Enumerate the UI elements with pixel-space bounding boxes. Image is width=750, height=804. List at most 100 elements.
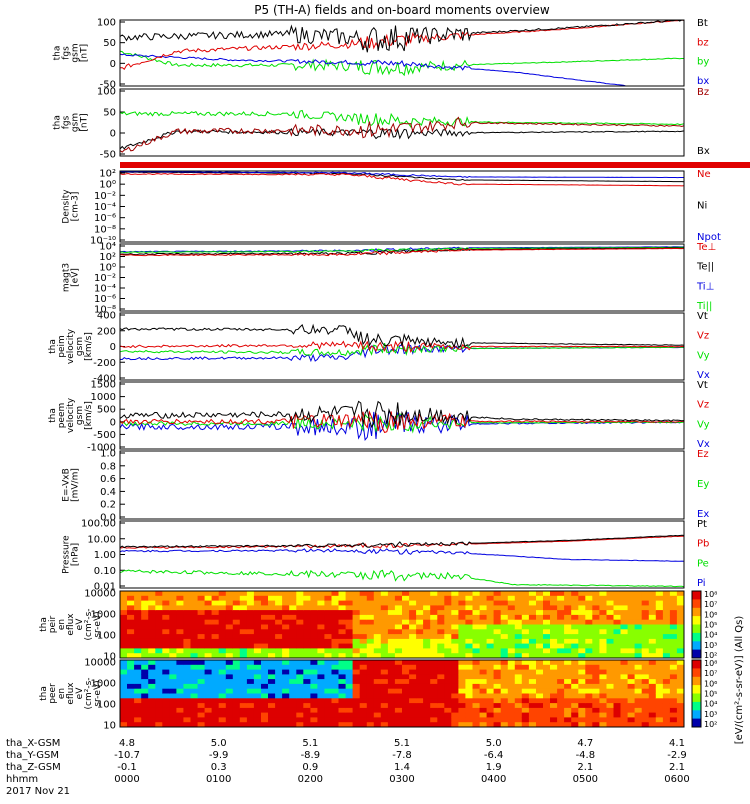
x-tick-label: -10.7 [114, 750, 140, 761]
spectrogram-cell [649, 591, 657, 596]
spectrogram-cell [592, 625, 600, 630]
spectrogram-cell [332, 665, 340, 670]
spectrogram-cell [261, 665, 269, 670]
spectrogram-cell [261, 708, 269, 713]
spectrogram-cell [374, 610, 382, 615]
colorbar-tick-label: 10⁶ [704, 679, 717, 688]
spectrogram-cell [183, 610, 191, 615]
spectrogram-cell [275, 679, 283, 684]
spectrogram-cell [430, 679, 438, 684]
spectrogram-cell [353, 625, 361, 630]
spectrogram-cell [564, 634, 572, 639]
spectrogram-cell [374, 698, 382, 703]
spectrogram-cell [557, 717, 565, 722]
spectrogram-cell [571, 694, 579, 699]
spectrogram-cell [458, 634, 466, 639]
spectrogram-cell [402, 644, 410, 649]
spectrogram-cell [332, 674, 340, 679]
spectrogram-cell [487, 689, 495, 694]
spectrogram-cell [212, 615, 220, 620]
spectrogram-cell [198, 596, 206, 601]
spectrogram-cell [614, 615, 622, 620]
x-tick-label: -2.9 [667, 750, 687, 761]
spectrogram-cell [402, 698, 410, 703]
y-tick-label: 100 [97, 700, 116, 711]
spectrogram-cell [353, 674, 361, 679]
spectrogram-cell [282, 629, 290, 634]
spectrogram-cell [289, 639, 297, 644]
spectrogram-cell [578, 591, 586, 596]
spectrogram-cell [416, 639, 424, 644]
spectrogram-cell [494, 615, 502, 620]
spectrogram-cell [303, 698, 311, 703]
colorbar-segment [692, 591, 701, 600]
spectrogram-cell [437, 620, 445, 625]
spectrogram-cell [268, 665, 276, 670]
spectrogram-cell [148, 596, 156, 601]
spectrogram-cell [571, 660, 579, 665]
spectrogram-cell [409, 605, 417, 610]
spectrogram-cell [501, 596, 509, 601]
spectrogram-cell [317, 648, 325, 653]
spectrogram-cell [522, 698, 530, 703]
spectrogram-cell [536, 634, 544, 639]
spectrogram-cell [360, 648, 368, 653]
spectrogram-cell [205, 648, 213, 653]
spectrogram-cell [614, 648, 622, 653]
x-tick-label: 0300 [389, 774, 414, 785]
spectrogram-cell [296, 620, 304, 625]
spectrogram-cell [296, 648, 304, 653]
spectrogram-cell [191, 644, 199, 649]
spectrogram-cell [621, 694, 629, 699]
spectrogram-cell [402, 674, 410, 679]
spectrogram-cell [240, 670, 248, 675]
spectrogram-cell [191, 615, 199, 620]
spectrogram-cell [374, 634, 382, 639]
spectrogram-cell [127, 648, 135, 653]
spectrogram-cell [303, 639, 311, 644]
spectrogram-cell [127, 644, 135, 649]
spectrogram-cell [395, 615, 403, 620]
spectrogram-cell [635, 703, 643, 708]
spectrogram-cell [607, 596, 615, 601]
spectrogram-cell [402, 648, 410, 653]
spectrogram-cell [134, 648, 142, 653]
spectrogram-cell [430, 703, 438, 708]
spectrogram-cell [508, 591, 516, 596]
spectrogram-cell [261, 689, 269, 694]
spectrogram-cell [240, 689, 248, 694]
y-tick-label: 10⁰ [99, 180, 116, 191]
spectrogram-cell [642, 674, 650, 679]
spectrogram-cell [296, 665, 304, 670]
spectrogram-cell [155, 629, 163, 634]
spectrogram-cell [212, 639, 220, 644]
spectrogram-cell [621, 615, 629, 620]
y-tick-label: 200 [97, 326, 116, 337]
spectrogram-cell [381, 689, 389, 694]
spectrogram-cell [585, 689, 593, 694]
spectrogram-cell [642, 644, 650, 649]
spectrogram-cell [628, 634, 636, 639]
spectrogram-cell [395, 601, 403, 606]
spectrogram-cell [226, 620, 234, 625]
spectrogram-cell [183, 660, 191, 665]
spectrogram-cell [198, 644, 206, 649]
y-tick-label: 1000 [91, 392, 116, 403]
spectrogram-cell [388, 717, 396, 722]
spectrogram-cell [303, 615, 311, 620]
spectrogram-cell [303, 703, 311, 708]
colorbar-segment [692, 719, 701, 728]
x-tick-label: 0.9 [302, 762, 318, 773]
spectrogram-cell [289, 684, 297, 689]
spectrogram-cell [282, 689, 290, 694]
spectrogram-cell [494, 694, 502, 699]
spectrogram-cell [536, 684, 544, 689]
spectrogram-cell [176, 605, 184, 610]
spectrogram-cell [564, 674, 572, 679]
spectrogram-cell [416, 717, 424, 722]
spectrogram-cell [564, 684, 572, 689]
spectrogram-cell [148, 644, 156, 649]
spectrogram-cell [642, 717, 650, 722]
spectrogram-cell [451, 717, 459, 722]
spectrogram-cell [198, 615, 206, 620]
